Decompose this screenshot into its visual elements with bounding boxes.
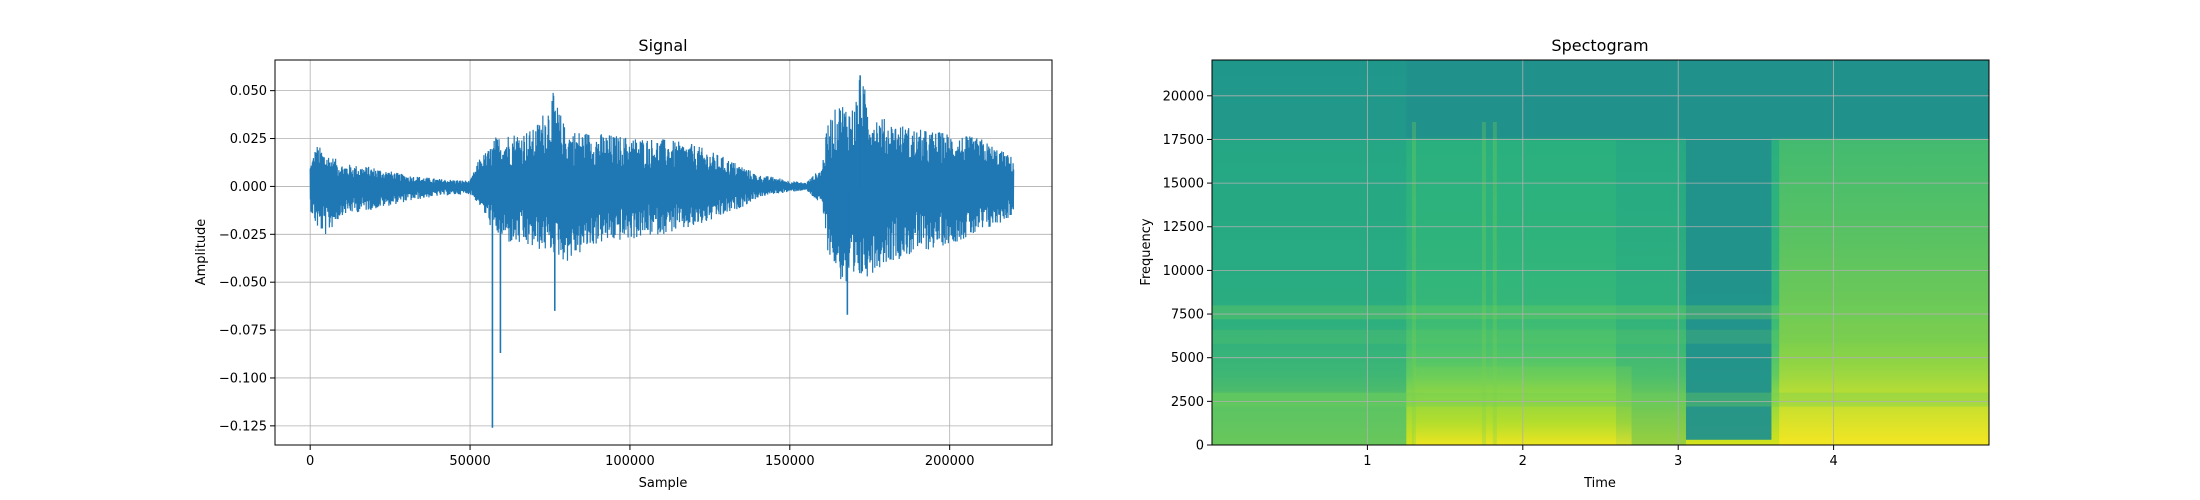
spectrogram-title: Spectogram	[1551, 36, 1648, 55]
y-tick-label: −0.025	[219, 228, 267, 243]
x-tick-label: 150000	[765, 454, 815, 469]
y-tick: 10000	[1163, 264, 1212, 279]
x-tick: 200000	[925, 445, 975, 469]
y-tick-label: 20000	[1163, 89, 1204, 104]
x-tick-label: 100000	[605, 454, 655, 469]
x-tick: 0	[306, 445, 314, 469]
x-tick: 2	[1519, 445, 1527, 469]
x-tick-label: 2	[1519, 454, 1527, 469]
y-tick-label: 17500	[1163, 133, 1204, 148]
spectrogram-y-axis-label: Frequency	[1139, 218, 1154, 285]
x-tick-label: 4	[1829, 454, 1837, 469]
y-tick: −0.075	[219, 324, 275, 339]
y-tick: −0.100	[219, 371, 275, 386]
x-tick-label: 200000	[925, 454, 975, 469]
y-tick-label: 0.025	[230, 132, 267, 147]
spectrogram-x-axis-label: Time	[1583, 476, 1616, 491]
x-tick: 1	[1363, 445, 1372, 469]
y-tick-label: −0.075	[219, 324, 267, 339]
x-tick: 3	[1674, 445, 1682, 469]
y-tick: 0	[1196, 439, 1212, 454]
y-tick: −0.025	[219, 228, 275, 243]
y-tick-label: −0.050	[219, 276, 267, 291]
y-tick: 2500	[1171, 395, 1212, 410]
signal-plot-background	[275, 60, 1052, 445]
y-tick: 15000	[1163, 177, 1212, 192]
y-tick: 7500	[1171, 308, 1212, 323]
y-tick: 0.025	[230, 132, 275, 147]
spectrogram-region	[1685, 134, 1772, 440]
y-tick: 0.050	[230, 84, 275, 99]
y-tick-label: 0.050	[230, 84, 267, 99]
y-tick: 12500	[1163, 220, 1212, 235]
y-tick-label: 0	[1196, 439, 1204, 454]
x-tick-label: 50000	[449, 454, 490, 469]
x-tick: 4	[1829, 445, 1838, 469]
spectrogram-chart: Spectogram 1 2 3 4 0 2500 5000 7500 1000…	[1139, 36, 1990, 491]
signal-title: Signal	[638, 36, 687, 55]
y-tick-label: 7500	[1171, 308, 1204, 323]
x-tick-label: 3	[1674, 454, 1682, 469]
signal-y-axis-label: Amplitude	[194, 219, 209, 286]
y-tick-label: 12500	[1163, 220, 1204, 235]
y-tick: 17500	[1163, 133, 1212, 148]
y-tick: −0.125	[219, 419, 275, 434]
spectrogram-plot-frame	[1211, 59, 1990, 446]
signal-data	[309, 75, 1015, 428]
y-tick-label: 10000	[1163, 264, 1204, 279]
x-tick-label: 0	[306, 454, 314, 469]
y-tick-label: 15000	[1163, 177, 1204, 192]
y-tick-label: −0.100	[219, 371, 267, 386]
signal-line	[309, 80, 1015, 282]
x-tick: 150000	[765, 445, 815, 469]
x-tick: 100000	[605, 445, 655, 469]
spectrogram-band	[1212, 392, 1989, 407]
y-tick: 5000	[1171, 351, 1212, 366]
spectrogram-image	[1212, 60, 1989, 445]
spectrogram-streak	[1412, 121, 1417, 445]
x-tick: 50000	[449, 445, 491, 469]
y-tick-label: 5000	[1171, 351, 1204, 366]
spectrogram-streak	[1481, 121, 1486, 445]
spectrogram-region	[1779, 139, 1989, 445]
spectrogram-x-axis: 1 2 3 4	[1363, 445, 1838, 469]
y-tick-label: −0.125	[219, 419, 267, 434]
y-tick-label: 0.000	[230, 180, 267, 195]
spectrogram-band	[1212, 305, 1989, 320]
signal-plot-frame	[274, 59, 1053, 446]
y-tick: 20000	[1163, 89, 1212, 104]
spectrogram-band	[1212, 329, 1989, 344]
spectrogram-streak	[1492, 121, 1497, 445]
y-tick: 0.000	[230, 180, 275, 195]
spectrogram-y-axis: 0 2500 5000 7500 10000 12500 15000 17500…	[1163, 89, 1212, 454]
signal-grid	[275, 60, 1052, 445]
signal-chart: Signal 0 50000 100000 150000 200000 0.05…	[194, 36, 1053, 491]
spectrogram-region	[1212, 60, 1407, 445]
signal-y-axis: 0.050 0.025 0.000 −0.025 −0.050 −0.075 −…	[219, 84, 275, 434]
signal-x-axis: 0 50000 100000 150000 200000	[306, 445, 974, 469]
y-tick: −0.050	[219, 276, 275, 291]
y-tick-label: 2500	[1171, 395, 1204, 410]
x-tick-label: 1	[1363, 454, 1371, 469]
signal-x-axis-label: Sample	[639, 476, 688, 491]
